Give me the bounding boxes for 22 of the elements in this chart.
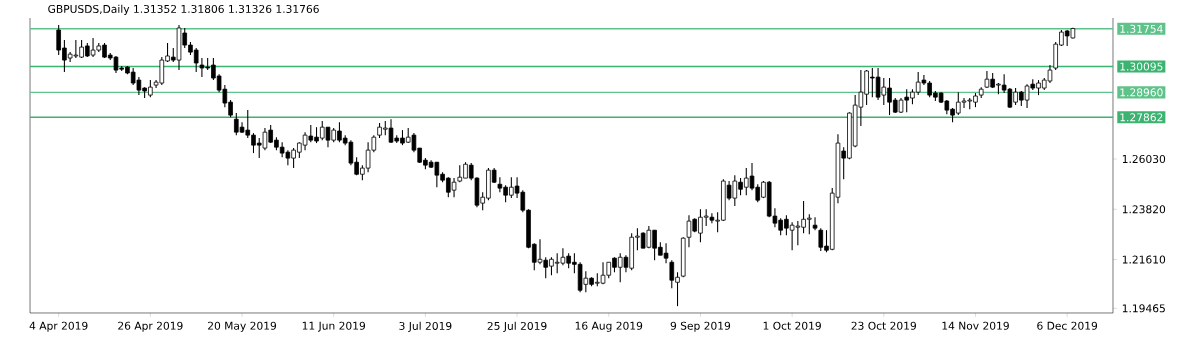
x-tick-label: 20 May 2019 (208, 321, 277, 332)
x-tick-label: 25 Jul 2019 (487, 321, 547, 332)
x-tick-label: 3 Jul 2019 (399, 321, 452, 332)
chart-title: GBPUSDS,Daily 1.31352 1.31806 1.31326 1.31766 (48, 4, 319, 16)
ref-line-label: 1.28960 (1120, 88, 1163, 97)
x-tick-label: 6 Dec 2019 (1037, 321, 1098, 330)
candlestick (812, 216, 818, 231)
x-tick-label: 4 Apr 2019 (29, 321, 88, 332)
y-tick-label: 1.26030 (1122, 154, 1166, 164)
ref-line-label: 1.27862 (1120, 113, 1163, 122)
x-tick-label: 16 Aug 2019 (575, 321, 643, 332)
x-tick-label: 14 Nov 2019 (942, 321, 1009, 330)
x-tick-label: 26 Apr 2019 (118, 321, 183, 332)
y-tick-label: 1.23820 (1122, 205, 1166, 214)
x-tick-label: 11 Jun 2019 (302, 321, 366, 332)
ref-line-label: 1.30095 (1120, 62, 1163, 71)
x-tick-label: 9 Sep 2019 (670, 321, 731, 332)
x-tick-label: 1 Oct 2019 (763, 321, 821, 330)
ref-line-label: 1.31754 (1120, 24, 1163, 33)
y-tick-label: 1.19465 (1122, 304, 1165, 313)
x-tick-label: 23 Oct 2019 (851, 321, 916, 330)
y-tick-label: 1.21610 (1122, 255, 1166, 264)
